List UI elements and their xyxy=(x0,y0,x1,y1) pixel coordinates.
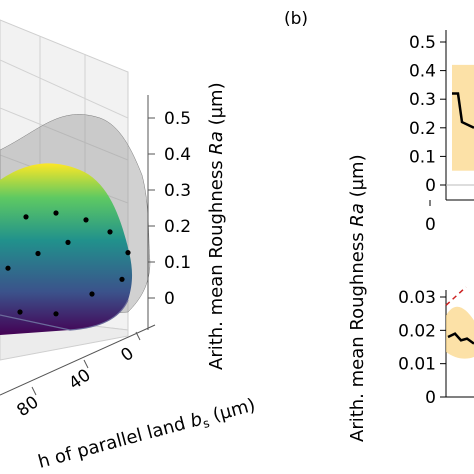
top-y-tick-label: 0.2 xyxy=(409,119,436,139)
top-x-tick-label: 0 xyxy=(425,215,436,235)
scatter-point xyxy=(119,276,125,282)
bottom-y-tick-label: 0.03 xyxy=(398,288,436,308)
top-y-ticks: 0 0.1 0.2 0.3 0.4 0.5 xyxy=(409,33,446,196)
panel-b-label: (b) xyxy=(284,9,308,29)
scatter-point xyxy=(83,217,89,223)
top-y-tick-label: 0.3 xyxy=(409,90,436,110)
scatter-point xyxy=(17,309,23,315)
bottom-trend-line xyxy=(445,286,467,306)
scatter-point xyxy=(23,214,29,220)
bottom-y-tick-label: 0.01 xyxy=(398,355,436,375)
x-tick-label: 40 xyxy=(65,365,94,394)
bottom-band-fill xyxy=(446,306,474,359)
bottom-band xyxy=(446,306,474,359)
scatter-point xyxy=(107,229,113,235)
top-x-ticks: 0 xyxy=(425,200,436,235)
z-axis-ticks: 0 0.1 0.2 0.3 0.4 0.5 xyxy=(148,109,191,309)
top-mean-line xyxy=(452,92,474,129)
z-tick-label: 0.1 xyxy=(164,253,191,273)
top-y-tick-label: 0.1 xyxy=(409,147,436,167)
x-axis-line xyxy=(0,324,156,396)
bottom-y-tick-label: 0 xyxy=(425,388,436,408)
z-tick-label: 0.5 xyxy=(164,109,191,129)
top-y-tick-label: 0.5 xyxy=(409,33,436,53)
z-tick-label: 0.4 xyxy=(164,145,191,165)
scatter-point xyxy=(5,265,11,271)
roughness-surface xyxy=(0,163,133,335)
scatter-point xyxy=(35,250,41,257)
scatter-points xyxy=(5,210,131,317)
z-tick-label: 0 xyxy=(164,289,175,309)
x-tick-label: 80 xyxy=(13,392,42,421)
top-band-fill xyxy=(452,64,474,171)
panel-b: (b) Arith. mean Roughness Ra (µm) 0 0.1 0.… xyxy=(284,9,474,442)
surface-front-edge xyxy=(0,299,129,331)
x-tick-mark xyxy=(31,386,37,396)
bottom-y-ticks: 0 0.01 0.02 0.03 xyxy=(398,288,446,408)
x-tick-mark xyxy=(83,359,89,369)
scatter-point xyxy=(89,291,95,297)
scatter-point xyxy=(53,210,59,216)
scatter-point xyxy=(125,250,131,256)
panel-b-y-axis-label: Arith. mean Roughness Ra (µm) xyxy=(347,154,368,442)
bottom-mean-line xyxy=(447,332,474,345)
top-band xyxy=(452,64,474,171)
top-y-tick-label: 0.4 xyxy=(409,62,436,82)
z-tick-label: 0.3 xyxy=(164,181,191,201)
scatter-point xyxy=(65,239,71,245)
panel-b-bottom-plot: 0 0.01 0.02 0.03 xyxy=(398,286,474,408)
panel-a-3d-plot: 0 0.1 0.2 0.3 0.4 0.5 0 40 80 Arith. mean Rough… xyxy=(0,19,258,474)
z-tick-label: 0.2 xyxy=(164,217,191,237)
x-axis-label: h of parallel land bs (µm) xyxy=(36,395,258,474)
scatter-point xyxy=(53,311,59,317)
top-y-tick-label: 0 xyxy=(425,176,436,196)
bottom-y-tick-label: 0.02 xyxy=(398,321,436,341)
panel-b-top-plot: 0 0.1 0.2 0.3 0.4 0.5 0 xyxy=(409,30,474,235)
z-axis-label: Arith. mean Roughness Ra (µm) xyxy=(206,82,227,370)
x-tick-mark xyxy=(135,331,141,341)
x-tick-label: 0 xyxy=(117,344,137,367)
